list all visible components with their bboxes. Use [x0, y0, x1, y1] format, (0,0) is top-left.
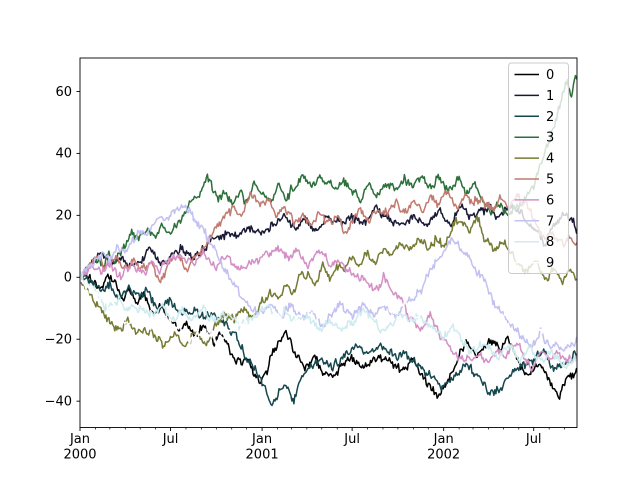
x-tick-year-label: 2002	[427, 448, 460, 463]
series-line-8	[80, 271, 577, 370]
y-tick-label: −40	[45, 394, 72, 409]
y-tick-label: 60	[55, 85, 72, 100]
legend: 0 1 2 3 4 5 6 7 8 9	[508, 62, 569, 274]
x-tick-label: Jul	[162, 432, 179, 447]
y-tick-label: 0	[64, 271, 72, 286]
series-line-7	[80, 204, 577, 352]
x-tick-label: Jan	[251, 432, 272, 447]
x-tick-label: Jul	[343, 432, 360, 447]
x-tick-year-label: 2000	[63, 448, 96, 463]
legend-label: 4	[546, 152, 554, 167]
legend-label: 0	[546, 68, 554, 83]
series-line-1	[80, 202, 577, 280]
legend-label: 6	[546, 193, 554, 208]
series-line-0	[80, 271, 577, 400]
legend-label: 9	[546, 256, 554, 271]
y-tick-label: −20	[45, 333, 72, 348]
plot-area	[80, 74, 577, 407]
series-line-4	[80, 215, 577, 349]
legend-label: 7	[546, 214, 554, 229]
axes-frame	[79, 57, 578, 428]
x-tick-year-label: 2001	[246, 448, 279, 463]
series-line-9	[80, 274, 577, 347]
legend-label: 8	[546, 235, 554, 250]
x-tick-label: Jan	[433, 432, 454, 447]
legend-label: 3	[546, 131, 554, 146]
legend-label: 2	[546, 110, 554, 125]
y-tick-label: 40	[55, 147, 72, 162]
legend-label: 5	[546, 173, 554, 188]
x-tick-label: Jul	[525, 432, 542, 447]
y-tick-label: 20	[55, 209, 72, 224]
x-tick-label: Jan	[69, 432, 90, 447]
series-line-5	[80, 189, 577, 284]
legend-label: 1	[546, 89, 554, 104]
